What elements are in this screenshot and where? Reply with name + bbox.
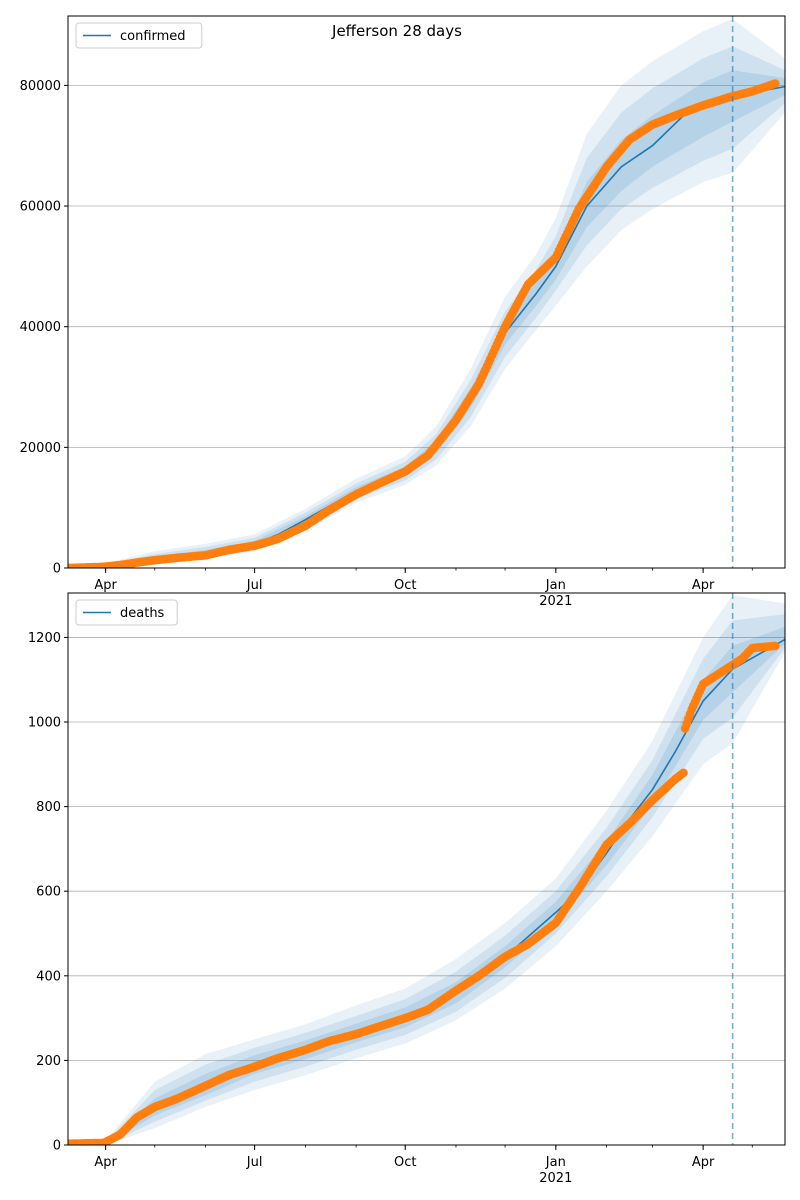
x-tick-label: Jul bbox=[246, 1155, 263, 1170]
plot-area bbox=[68, 19, 785, 568]
axes-frame bbox=[67, 592, 786, 1146]
observed-point bbox=[770, 641, 780, 651]
x-tick-label: Apr bbox=[94, 1155, 117, 1170]
uncertainty-band-middle bbox=[68, 614, 785, 1145]
y-tick-label: 1000 bbox=[28, 716, 61, 731]
y-tick-label: 80000 bbox=[20, 79, 61, 94]
x-tick-sublabel: 2021 bbox=[539, 1171, 572, 1186]
uncertainty-band-outer bbox=[68, 19, 785, 568]
observed-points bbox=[68, 641, 780, 1145]
x-tick-label: Oct bbox=[394, 1155, 416, 1170]
y-tick-label: 800 bbox=[36, 800, 61, 815]
y-tick-label: 400 bbox=[36, 969, 61, 984]
x-tick-label: Apr bbox=[692, 578, 715, 593]
x-tick-label: Oct bbox=[394, 578, 416, 593]
legend-box bbox=[75, 599, 178, 626]
y-tick-label: 200 bbox=[36, 1054, 61, 1069]
uncertainty-band-middle bbox=[68, 46, 785, 568]
y-tick-label: 60000 bbox=[20, 200, 61, 215]
uncertainty-band-outer bbox=[68, 595, 785, 1145]
legend: deaths bbox=[75, 599, 178, 626]
observed-point bbox=[679, 768, 688, 778]
y-tick-label: 40000 bbox=[20, 320, 61, 335]
x-tick-label: Jul bbox=[246, 578, 263, 593]
y-tick-label: 600 bbox=[36, 885, 61, 900]
legend-label: deaths bbox=[120, 606, 165, 621]
uncertainty-band-inner bbox=[68, 70, 785, 568]
legend: confirmed bbox=[75, 22, 203, 49]
figure-title: Jefferson 28 days bbox=[331, 22, 462, 40]
axes-frame bbox=[67, 15, 786, 569]
observed-point bbox=[770, 79, 780, 88]
legend-box bbox=[75, 22, 203, 49]
y-tick-label: 0 bbox=[53, 1139, 61, 1154]
y-tick-label: 1200 bbox=[28, 631, 61, 646]
x-tick-label: Jan bbox=[545, 578, 566, 593]
y-tick-label: 20000 bbox=[20, 441, 61, 456]
x-tick-label: Jan bbox=[545, 1155, 566, 1170]
x-tick-label: Apr bbox=[692, 1155, 715, 1170]
x-tick-label: Apr bbox=[94, 578, 117, 593]
y-tick-label: 0 bbox=[53, 562, 61, 577]
x-tick-sublabel: 2021 bbox=[539, 594, 572, 609]
legend-label: confirmed bbox=[120, 29, 186, 44]
plot-area bbox=[68, 595, 785, 1145]
observed-points bbox=[68, 79, 780, 568]
